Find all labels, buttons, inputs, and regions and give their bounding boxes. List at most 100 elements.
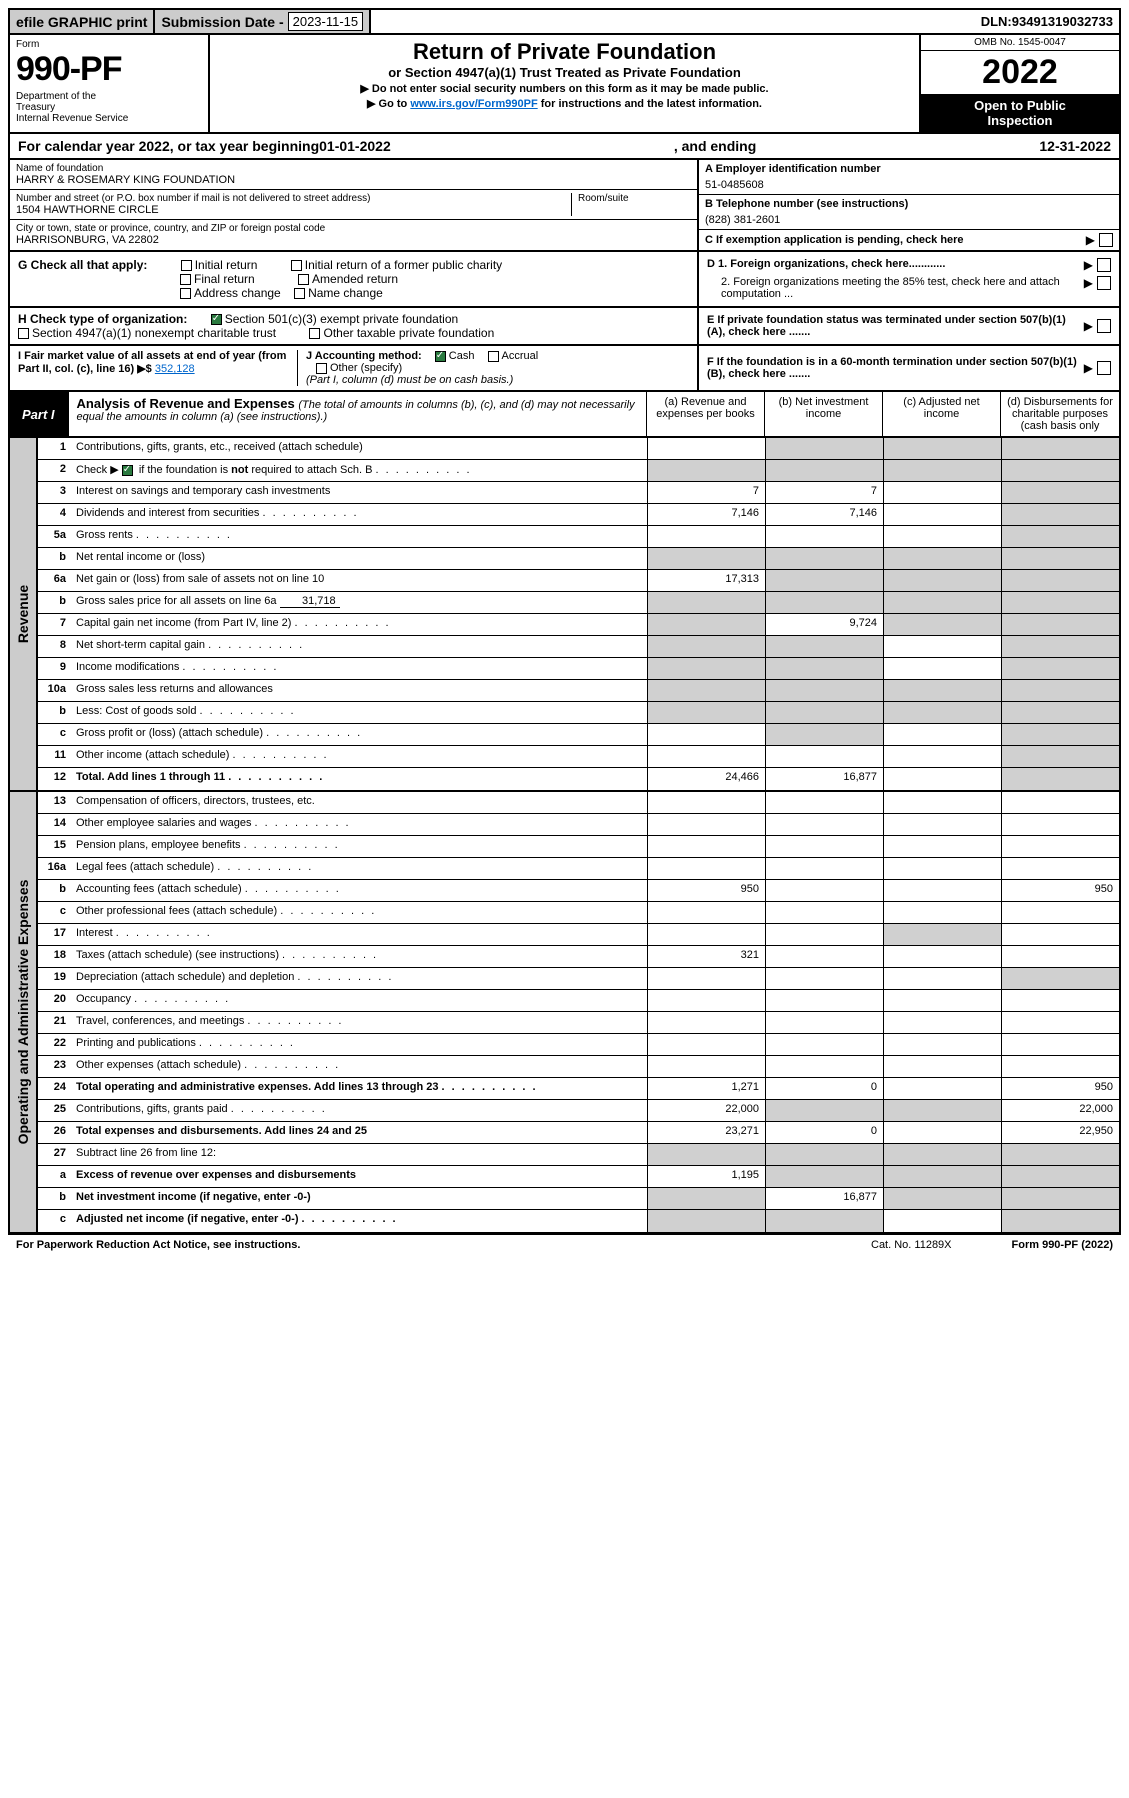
r26-d: 22,950 [1001,1122,1119,1143]
row5b-desc: Net rental income or (loss) [72,548,647,569]
j-label: J Accounting method: [306,350,422,362]
row12-desc: Total. Add lines 1 through 11 [72,768,647,790]
footer-formno: Form 990-PF (2022) [1012,1239,1113,1251]
row27b-desc: Net investment income (if negative, ente… [72,1188,647,1209]
j-cash: Cash [449,350,475,362]
section-i: I Fair market value of all assets at end… [18,350,298,386]
f-checkbox[interactable] [1097,361,1111,375]
row10a-desc: Gross sales less returns and allowances [72,680,647,701]
d1-label: D 1. Foreign organizations, check here..… [707,258,1084,272]
d1-checkbox[interactable] [1097,258,1111,272]
city-row: City or town, state or province, country… [10,220,697,249]
part1-title: Analysis of Revenue and Expenses [77,396,299,411]
subdate-value: 2023-11-15 [288,12,364,31]
r18-a: 321 [647,946,765,967]
omb-number: OMB No. 1545-0047 [921,35,1119,51]
irs-link[interactable]: www.irs.gov/Form990PF [410,98,537,110]
arrow-icon: ▶ [1084,361,1093,375]
h-opt2: Section 4947(a)(1) nonexempt charitable … [32,326,276,340]
entity-block: Name of foundation HARRY & ROSEMARY KING… [8,160,1121,252]
cb-initial[interactable] [181,260,192,271]
note-link: ▶ Go to www.irs.gov/Form990PF for instru… [218,97,911,110]
r3-a: 7 [647,482,765,503]
cb-final[interactable] [180,274,191,285]
arrow-icon: ▶ [1084,258,1093,272]
row9-desc: Income modifications [72,658,647,679]
col-d-header: (d) Disbursements for charitable purpose… [1001,392,1119,436]
foundation-name-row: Name of foundation HARRY & ROSEMARY KING… [10,160,697,190]
cb-4947[interactable] [18,328,29,339]
cb-amended[interactable] [298,274,309,285]
efile-label: efile GRAPHIC print [10,10,155,33]
row23-desc: Other expenses (attach schedule) [72,1056,647,1077]
e-checkbox[interactable] [1097,319,1111,333]
section-e: E If private foundation status was termi… [699,308,1119,344]
row26-desc: Total expenses and disbursements. Add li… [72,1122,647,1143]
r16b-a: 950 [647,880,765,901]
phone-value: (828) 381-2601 [705,210,1113,226]
d2-label: 2. Foreign organizations meeting the 85%… [707,276,1084,300]
r26-b: 0 [765,1122,883,1143]
name-label: Name of foundation [16,163,691,174]
form-subtitle: or Section 4947(a)(1) Trust Treated as P… [218,65,911,80]
cb-schb[interactable] [122,465,133,476]
row24-desc: Total operating and administrative expen… [72,1078,647,1099]
row3-desc: Interest on savings and temporary cash i… [72,482,647,503]
cb-other-tax[interactable] [309,328,320,339]
section-i-j: I Fair market value of all assets at end… [10,346,699,390]
city-label: City or town, state or province, country… [16,223,691,234]
exemption-label: C If exemption application is pending, c… [705,234,1086,246]
row14-desc: Other employee salaries and wages [72,814,647,835]
row2-desc: Check ▶ if the foundation is not require… [72,460,647,481]
row13-desc: Compensation of officers, directors, tru… [72,792,647,813]
row20-desc: Occupancy [72,990,647,1011]
d2-checkbox[interactable] [1097,276,1111,290]
g-opt4: Address change [194,286,281,300]
cb-address[interactable] [180,288,191,299]
col-b-header: (b) Net investment income [765,392,883,436]
exemption-checkbox[interactable] [1099,233,1113,247]
note2-pre: ▶ Go to [367,98,410,110]
j-other: Other (specify) [330,362,402,374]
revenue-rows: 1Contributions, gifts, grants, etc., rec… [38,438,1119,790]
calendar-year-row: For calendar year 2022, or tax year begi… [8,134,1121,160]
subdate-label: Submission Date - [161,14,283,30]
cb-name[interactable] [294,288,305,299]
g-opt5: Name change [308,286,383,300]
row7-desc: Capital gain net income (from Part IV, l… [72,614,647,635]
i-label: I Fair market value of all assets at end… [18,350,286,375]
cb-other-acct[interactable] [316,363,327,374]
submission-date: Submission Date - 2023-11-15 [155,10,371,33]
g-opt1: Initial return of a former public charit… [305,258,502,272]
r12-a: 24,466 [647,768,765,790]
row16b-desc: Accounting fees (attach schedule) [72,880,647,901]
ein-row: A Employer identification number 51-0485… [699,160,1119,195]
r27a-a: 1,195 [647,1166,765,1187]
row21-desc: Travel, conferences, and meetings [72,1012,647,1033]
e-label: E If private foundation status was termi… [707,314,1084,338]
part1-header: Part I Analysis of Revenue and Expenses … [8,392,1121,438]
tax-year: 2022 [921,51,1119,94]
section-d: D 1. Foreign organizations, check here..… [699,252,1119,306]
open-public: Open to PublicInspection [921,94,1119,132]
arrow-icon: ▶ [1086,233,1095,247]
h-label: H Check type of organization: [18,312,187,326]
note-ssn: ▶ Do not enter social security numbers o… [218,82,911,95]
cb-accrual[interactable] [488,351,499,362]
section-h: H Check type of organization: Section 50… [10,308,699,344]
g-opt0: Initial return [195,258,258,272]
h-opt1: Section 501(c)(3) exempt private foundat… [225,312,458,326]
arrow-icon: ▶ [1084,276,1093,300]
cb-501c3[interactable] [211,314,222,325]
cal-pre: For calendar year 2022, or tax year begi… [18,138,319,154]
r24-b: 0 [765,1078,883,1099]
row19-desc: Depreciation (attach schedule) and deple… [72,968,647,989]
city-value: HARRISONBURG, VA 22802 [16,234,691,246]
g-opt3: Amended return [312,272,398,286]
g-opt2: Final return [194,272,255,286]
dln: DLN: 93491319032733 [975,10,1119,33]
cb-initial-former[interactable] [291,260,302,271]
cb-cash[interactable] [435,351,446,362]
r26-a: 23,271 [647,1122,765,1143]
r27b-b: 16,877 [765,1188,883,1209]
